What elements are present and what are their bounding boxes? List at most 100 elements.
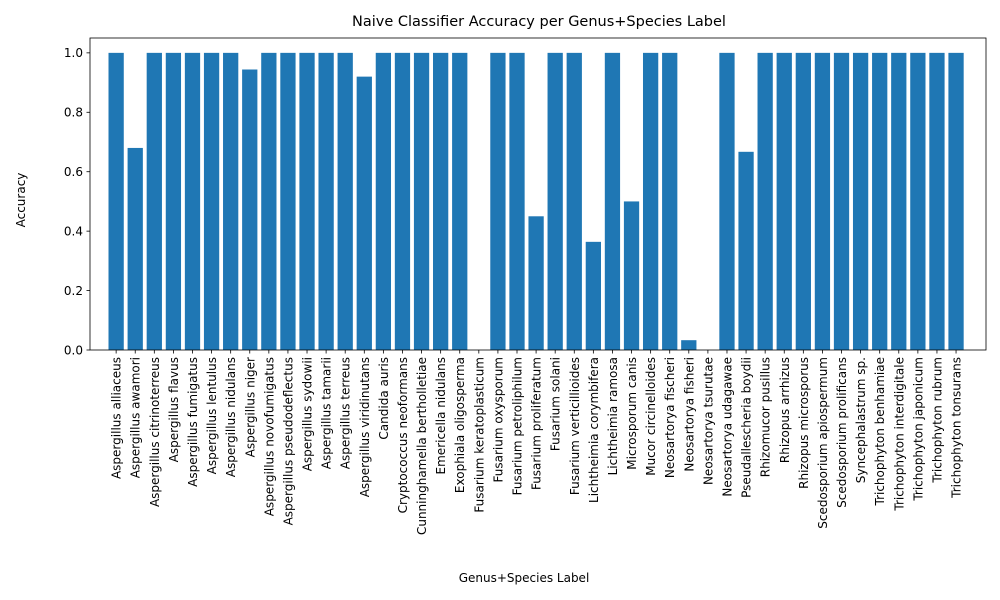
x-tick-label: Fusarium solani bbox=[549, 357, 563, 451]
bar bbox=[394, 52, 411, 351]
bar bbox=[719, 52, 735, 351]
x-tick-label: Trichophyton rubrum bbox=[930, 357, 944, 484]
bar bbox=[814, 52, 831, 351]
x-tick-label: Neosartorya udagawae bbox=[720, 357, 734, 497]
y-tick-label: 0.4 bbox=[64, 224, 83, 238]
bar bbox=[203, 52, 220, 351]
bar bbox=[585, 241, 601, 350]
x-tick-label: Fusarium oxysporum bbox=[491, 357, 505, 482]
axes-frame bbox=[89, 37, 987, 351]
x-tick-label: Aspergillus viridinutans bbox=[358, 357, 372, 497]
x-tick-label: Lichtheimia ramosa bbox=[606, 357, 620, 475]
x-tick-label: Scedosporium apiospermum bbox=[816, 357, 830, 529]
x-tick-label: Aspergillus pseudodeflectus bbox=[281, 357, 295, 525]
bar bbox=[509, 52, 525, 351]
x-tick-label: Pseudallescheria boydii bbox=[740, 357, 754, 498]
x-tick-label: Trichophyton japonicum bbox=[911, 357, 925, 502]
bar bbox=[490, 52, 506, 351]
x-tick-label: Rhizopus microsporus bbox=[797, 357, 811, 489]
y-tick-label: 0.0 bbox=[64, 343, 83, 357]
bar bbox=[318, 52, 334, 351]
x-tick-label: Aspergillus novofumigatus bbox=[262, 357, 276, 516]
x-tick-label: Aspergillus lentulus bbox=[205, 357, 219, 474]
x-tick-label: Rhizomucor pusillus bbox=[759, 357, 773, 477]
x-tick-label: Lichtheimia corymbifera bbox=[587, 357, 601, 503]
bar bbox=[280, 52, 296, 351]
x-tick-label: Aspergillus fumigatus bbox=[186, 357, 200, 487]
bar bbox=[452, 52, 468, 351]
x-tick-label: Aspergillus alliaceus bbox=[110, 357, 124, 479]
x-tick-label: Fusarium proliferatum bbox=[530, 357, 544, 490]
x-tick-label: Cryptococcus neoformans bbox=[396, 357, 410, 513]
y-tick-label: 1.0 bbox=[64, 46, 83, 60]
x-tick-label: Aspergillus citrinoterreus bbox=[148, 357, 162, 507]
bar bbox=[738, 151, 754, 350]
bar bbox=[929, 52, 945, 351]
x-tick-label: Cunninghamella bertholletiae bbox=[415, 357, 429, 535]
bar bbox=[108, 52, 124, 351]
x-tick-label: Aspergillus nidulans bbox=[224, 357, 238, 477]
bar bbox=[433, 52, 449, 351]
bar bbox=[872, 52, 888, 351]
x-tick-label: Aspergillus awamori bbox=[129, 357, 143, 478]
bar bbox=[891, 52, 907, 351]
bar bbox=[604, 52, 621, 351]
x-tick-label: Fusarium keratoplasticum bbox=[472, 357, 486, 513]
bar bbox=[662, 52, 678, 351]
bar bbox=[223, 52, 239, 351]
bar bbox=[375, 52, 392, 351]
x-tick-label: Trichophyton benhamiae bbox=[873, 357, 887, 507]
x-tick-label: Mucor circinelloides bbox=[644, 357, 658, 476]
bar bbox=[566, 52, 582, 351]
y-tick-label: 0.6 bbox=[64, 165, 83, 179]
x-tick-label: Neosartorya fisheri bbox=[682, 357, 696, 472]
bar bbox=[623, 201, 640, 350]
y-tick-label: 0.8 bbox=[64, 106, 83, 120]
x-tick-label: Aspergillus sydowii bbox=[301, 357, 315, 471]
x-tick-label: Syncephalastrum sp. bbox=[854, 357, 868, 483]
x-tick-label: Aspergillus terreus bbox=[339, 357, 353, 469]
bar bbox=[948, 52, 964, 351]
bar bbox=[413, 52, 430, 351]
bar bbox=[165, 52, 182, 351]
bar bbox=[242, 69, 258, 350]
x-tick-label: Fusarium verticillioides bbox=[568, 357, 582, 495]
x-tick-label: Aspergillus tamarii bbox=[320, 357, 334, 469]
bar bbox=[127, 147, 143, 350]
x-tick-label: Trichophyton interdigitale bbox=[892, 357, 906, 512]
x-tick-label: Neosartorya fischeri bbox=[663, 357, 677, 478]
bar bbox=[547, 52, 563, 351]
bar bbox=[299, 52, 315, 351]
x-tick-label: Aspergillus niger bbox=[243, 357, 257, 457]
bar bbox=[184, 52, 201, 351]
bar bbox=[852, 52, 869, 351]
x-tick-label: Emericella nidulans bbox=[434, 357, 448, 474]
bar bbox=[910, 52, 926, 351]
bar bbox=[356, 76, 372, 350]
y-axis-label: Accuracy bbox=[14, 173, 28, 228]
bar bbox=[776, 52, 792, 351]
x-tick-label: Exophiala oligosperma bbox=[453, 357, 467, 493]
x-tick-label: Candida auris bbox=[377, 357, 391, 440]
chart-title: Naive Classifier Accuracy per Genus+Spec… bbox=[352, 14, 726, 30]
x-tick-label: Aspergillus flavus bbox=[167, 357, 181, 462]
bar bbox=[681, 340, 697, 350]
x-tick-label: Fusarium petroliphilum bbox=[511, 357, 525, 495]
plot-area: 0.0 0.2 0.4 0.6 0.8 1.0 Aspergillus alliaceus A… bbox=[64, 37, 987, 535]
x-tick-label: Rhizopus arrhizus bbox=[778, 357, 792, 463]
bar bbox=[528, 216, 544, 350]
bar bbox=[261, 52, 277, 351]
bar bbox=[337, 52, 353, 351]
bar bbox=[642, 52, 659, 351]
x-tick-label: Trichophyton tonsurans bbox=[950, 357, 964, 499]
x-tick-label: Microsporum canis bbox=[625, 357, 639, 470]
x-tick-label: Scedosporium prolificans bbox=[835, 357, 849, 508]
bar bbox=[795, 52, 811, 351]
bar bbox=[833, 52, 850, 351]
y-tick-label: 0.2 bbox=[64, 284, 83, 298]
x-axis-label: Genus+Species Label bbox=[459, 571, 590, 585]
x-tick-label: Neosartorya tsurutae bbox=[701, 357, 715, 485]
bar bbox=[757, 52, 773, 351]
